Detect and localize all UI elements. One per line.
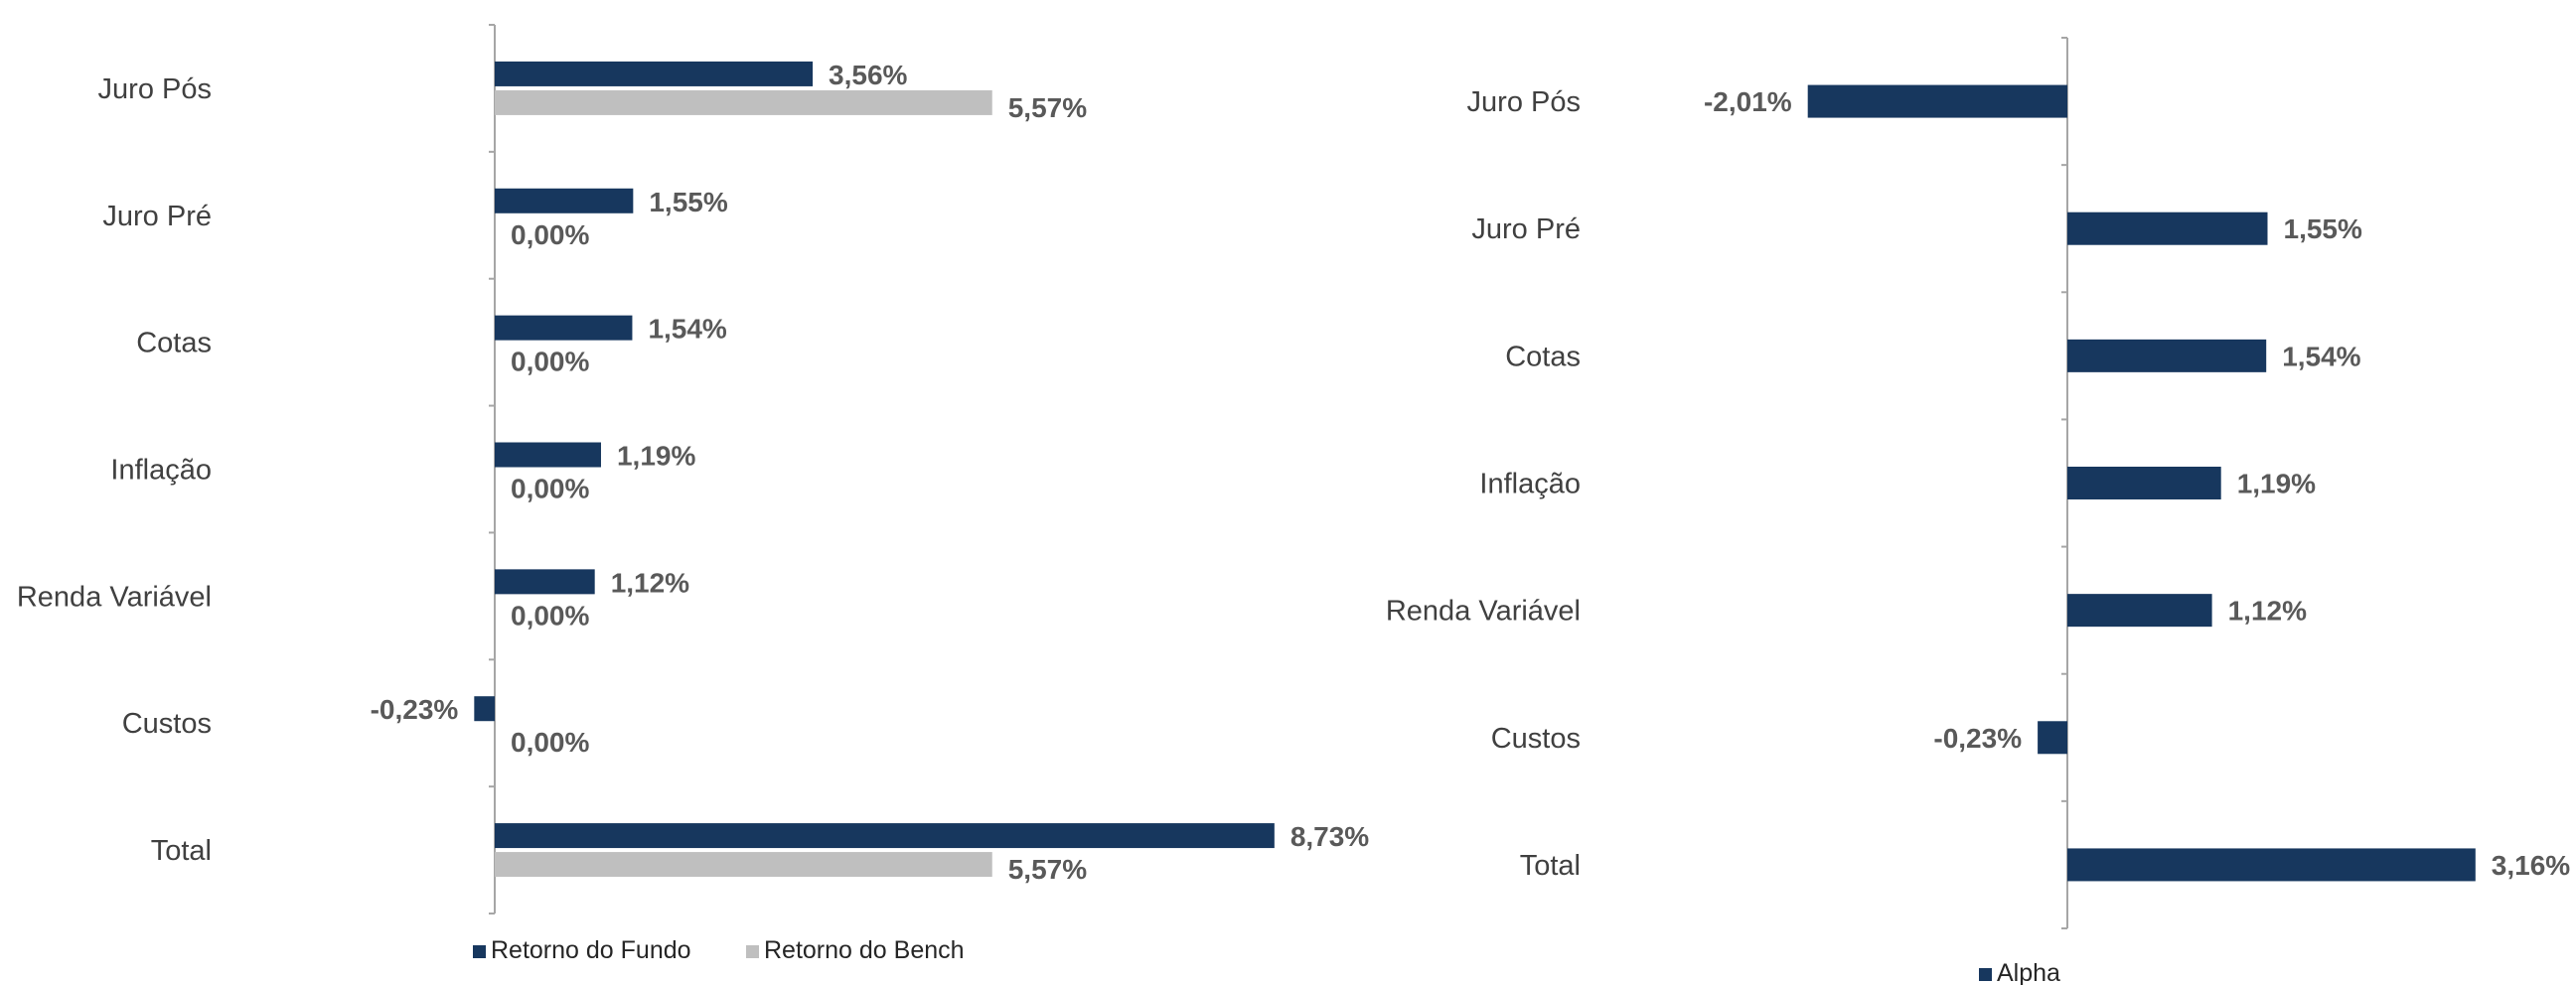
fund-bar: [495, 61, 814, 86]
alpha-bar: [2067, 339, 2267, 372]
category-label-total: Total: [151, 835, 212, 867]
fund-bar: [474, 696, 495, 722]
category-label-total: Total: [1520, 850, 1581, 882]
alpha-chart: Juro Pós -2,01% Juro Pré 1,55% Cotas 1,54% Inf…: [1386, 37, 2570, 985]
bench-value-label: 0,00%: [511, 600, 589, 631]
alpha-value-label: -2,01%: [1704, 86, 1792, 117]
fund-bar: [495, 823, 1275, 849]
category-label-juro-pre: Juro Pré: [1471, 213, 1581, 245]
fund-bar: [495, 569, 595, 595]
legend-swatch-alpha: [1979, 968, 1992, 981]
fund-value-label: 1,54%: [648, 314, 726, 345]
category-label-inflacao: Inflação: [1479, 469, 1581, 500]
alpha-bar: [2067, 848, 2476, 882]
fund-value-label: 3,56%: [829, 60, 907, 90]
alpha-bar: [2038, 721, 2067, 755]
fund-value-label: 1,19%: [617, 441, 695, 472]
category-label-juro-pos: Juro Pós: [1467, 86, 1581, 118]
bench-value-label: 0,00%: [511, 474, 589, 504]
bench-bar: [495, 89, 992, 115]
category-label-cotas: Cotas: [136, 328, 212, 359]
bench-value-label: 5,57%: [1008, 854, 1087, 885]
alpha-value-label: 3,16%: [2492, 850, 2570, 881]
alpha-value-label: 1,12%: [2228, 596, 2307, 627]
fund-bar: [495, 315, 633, 341]
bench-value-label: 0,00%: [511, 727, 589, 758]
alpha-bar: [2067, 467, 2221, 499]
legend-swatch-bench: [746, 945, 759, 958]
category-label-custos: Custos: [1491, 723, 1581, 755]
alpha-bar: [2067, 594, 2212, 628]
alpha-bar: [1807, 84, 2067, 118]
legend-label-alpha: Alpha: [1997, 959, 2060, 985]
category-label-renda-variavel: Renda Variável: [1386, 596, 1581, 628]
category-label-inflacao: Inflação: [110, 455, 212, 487]
fund-vs-bench-chart: Juro Pós 3,56% 5,57% Juro Pré 1,55% 0,00% Cota…: [17, 24, 1369, 964]
fund-value-label: 1,12%: [611, 567, 689, 598]
fund-value-label: 8,73%: [1290, 821, 1369, 852]
bench-value-label: 0,00%: [511, 219, 589, 250]
alpha-value-label: -0,23%: [1933, 723, 2022, 754]
category-label-renda-variavel: Renda Variável: [17, 581, 212, 613]
bench-value-label: 5,57%: [1008, 92, 1087, 123]
alpha-value-label: 1,54%: [2282, 341, 2360, 371]
fund-bar: [495, 188, 634, 213]
fund-bar: [495, 442, 601, 468]
category-label-juro-pos: Juro Pós: [98, 73, 212, 105]
alpha-bar: [2067, 211, 2268, 245]
legend-swatch-fund: [473, 945, 486, 958]
legend-label-bench: Retorno do Bench: [764, 936, 965, 964]
category-label-juro-pre: Juro Pré: [102, 201, 212, 232]
alpha-value-label: 1,55%: [2284, 213, 2362, 244]
bench-bar: [495, 852, 992, 878]
legend-label-fund: Retorno do Fundo: [491, 936, 691, 964]
category-label-custos: Custos: [122, 708, 212, 740]
fund-value-label: 1,55%: [649, 187, 727, 217]
category-label-cotas: Cotas: [1505, 341, 1581, 372]
bench-value-label: 0,00%: [511, 347, 589, 377]
fund-value-label: -0,23%: [371, 694, 459, 725]
alpha-value-label: 1,19%: [2237, 469, 2316, 499]
